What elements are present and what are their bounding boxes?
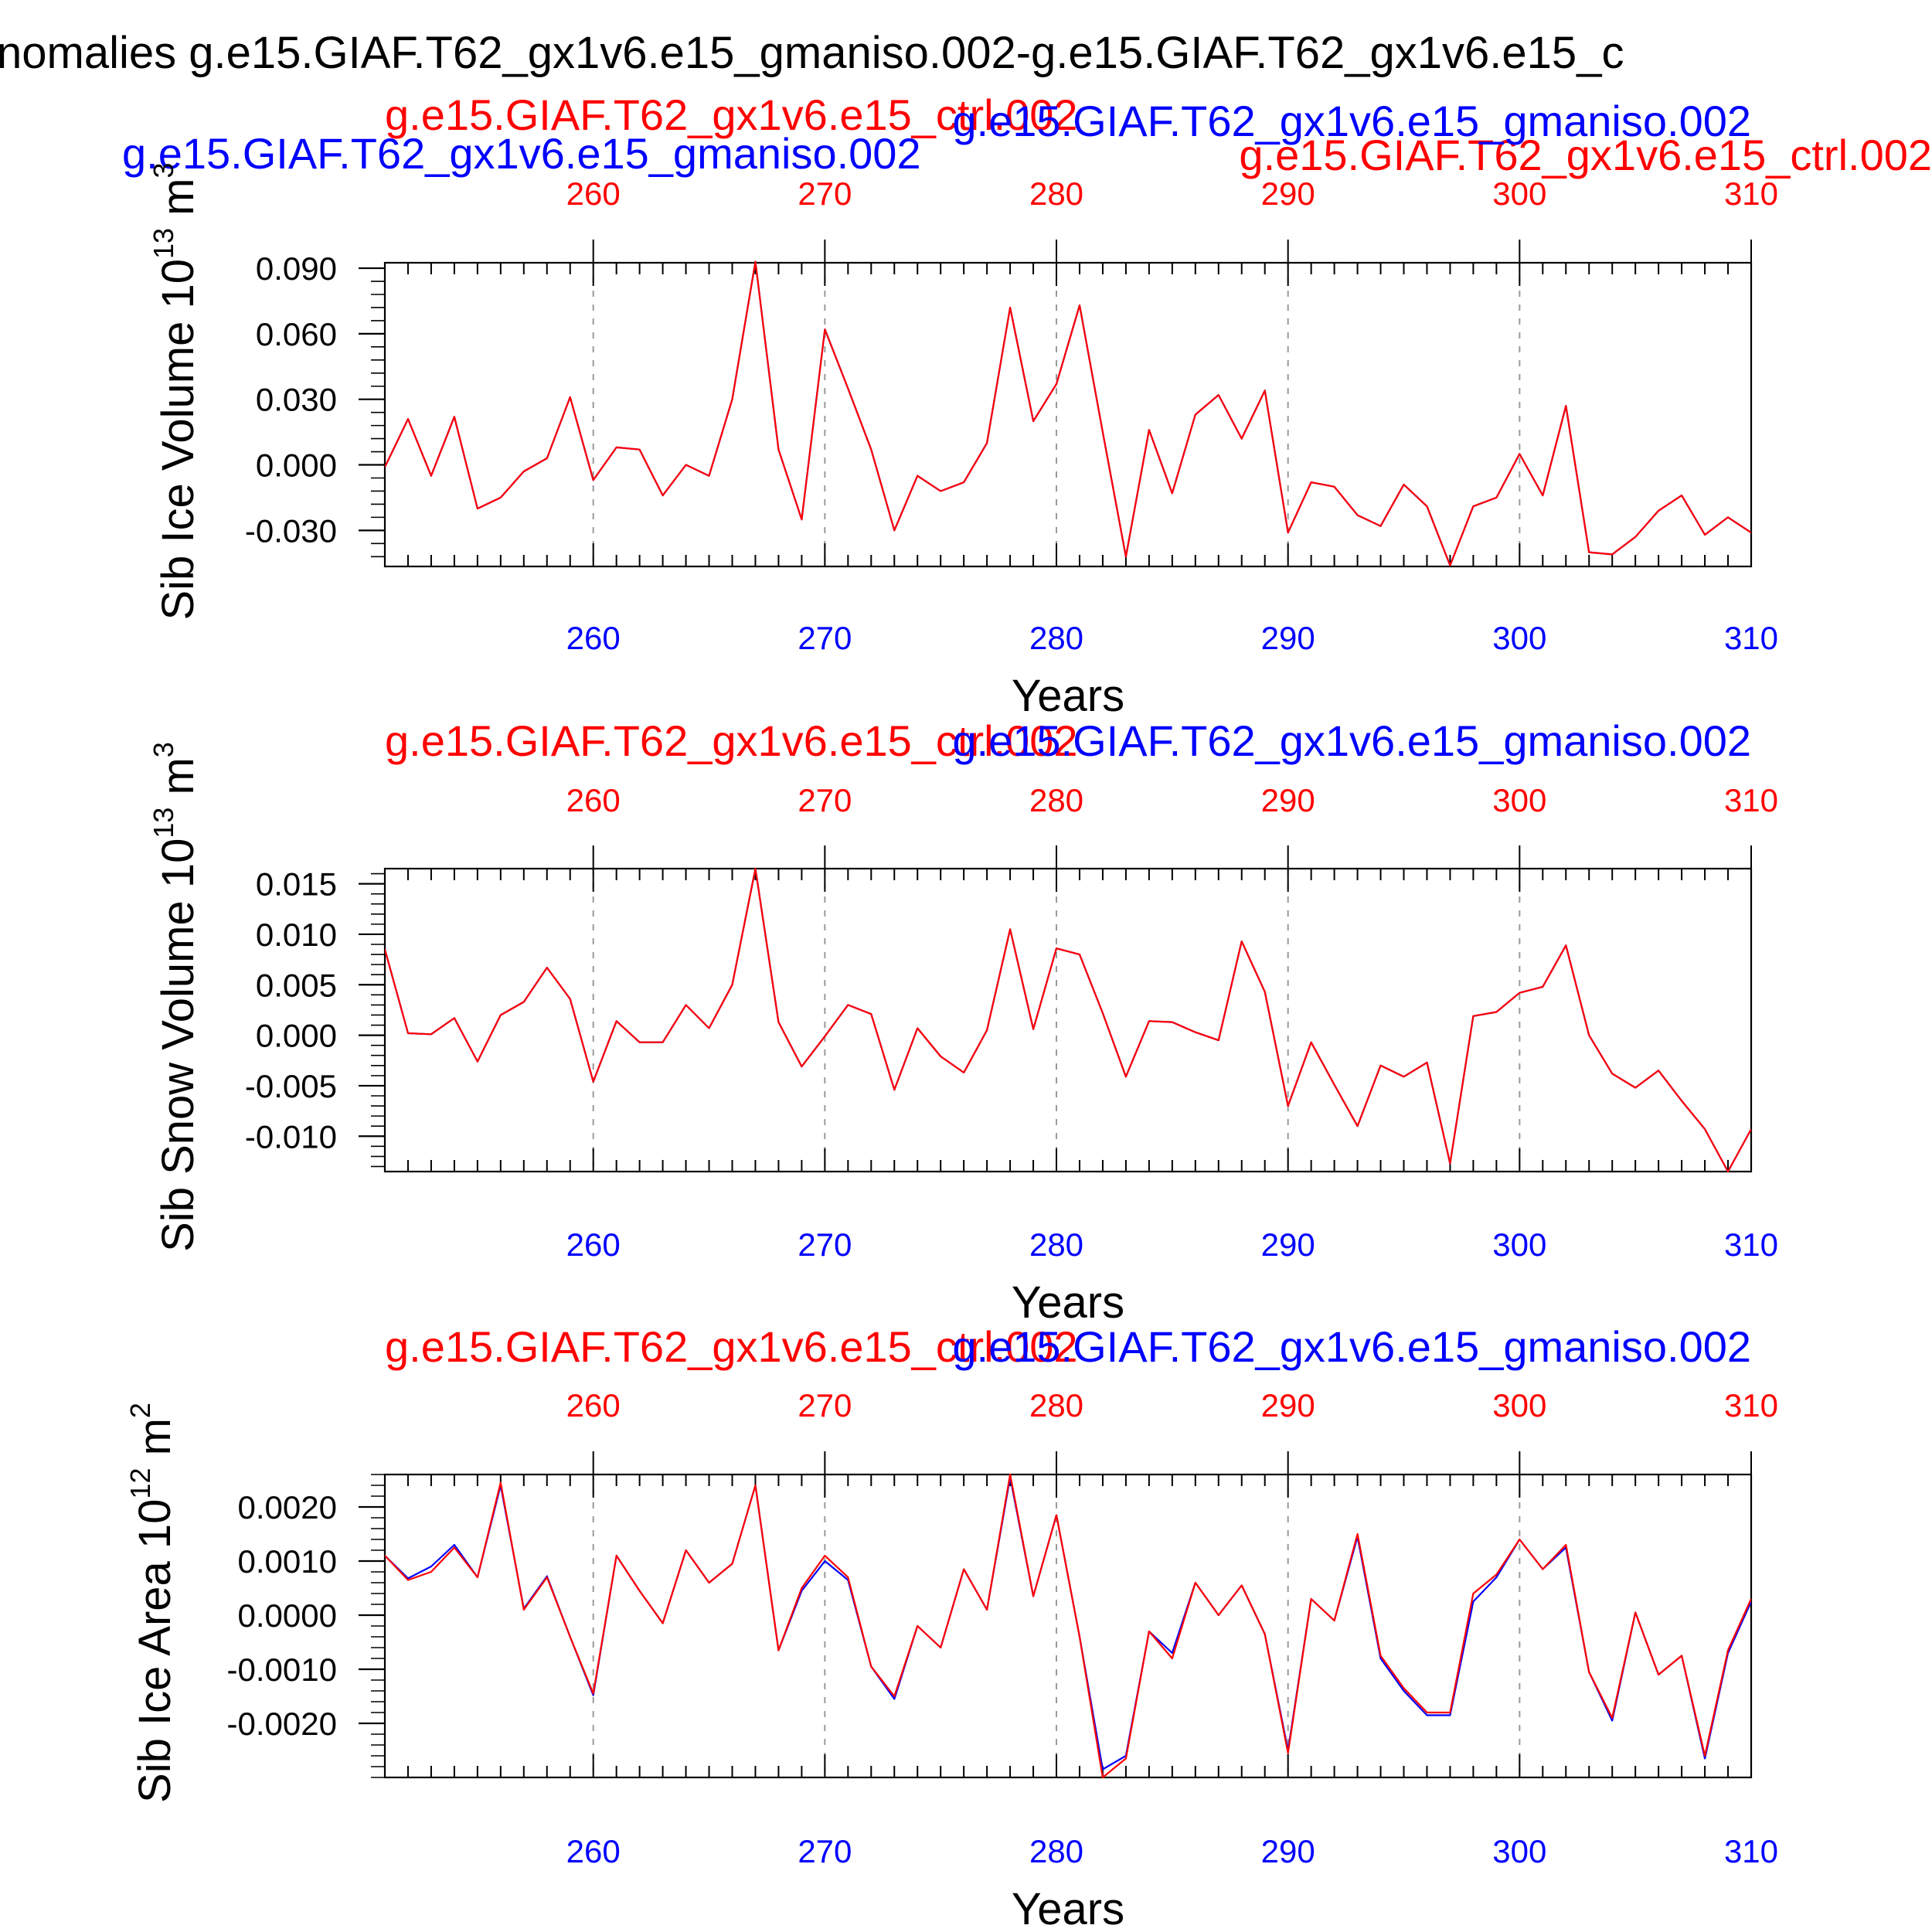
x-tick-label-bottom: 290 [1261, 1833, 1315, 1869]
x-tick-label-top: 260 [566, 1387, 621, 1423]
y-tick-label: -0.010 [245, 1118, 337, 1155]
series-line-gmaniso [385, 1476, 1751, 1770]
y-axis-label-exponent: 13 [148, 228, 179, 259]
chart-panel-2: g.e15.GIAF.T62_gx1v6.e15_ctrl.002g.e15.G… [148, 716, 1778, 1328]
y-axis-label-text: Sib Snow Volume 10 [153, 838, 203, 1252]
plot-frame [383, 867, 1753, 1173]
x-tick-label-bottom: 290 [1261, 620, 1315, 656]
x-tick-label-top: 280 [1029, 1387, 1083, 1423]
panels: g.e15.GIAF.T62_gx1v6.e15_ctrl.002g.e15.G… [122, 90, 1932, 1932]
x-tick-label-bottom: 300 [1492, 1833, 1546, 1869]
y-axis-label-text: Sib Ice Volume 10 [153, 259, 203, 621]
x-axis-label: Years [1012, 671, 1124, 721]
y-tick-label: 0.0020 [238, 1489, 337, 1526]
series-label-exp: g.e15.GIAF.T62_gx1v6.e15_gmaniso.002 [952, 1322, 1751, 1371]
x-tick-label-bottom: 270 [798, 1833, 852, 1869]
y-tick-label: 0.000 [256, 1018, 337, 1054]
y-axis-label-unit-exponent: 3 [148, 742, 179, 757]
series-label-exp: g.e15.GIAF.T62_gx1v6.e15_gmaniso.002 [122, 129, 921, 178]
series-label-ctrl: g.e15.GIAF.T62_gx1v6.e15_ctrl.002 [1239, 131, 1932, 179]
x-tick-label-top: 260 [566, 782, 621, 818]
y-tick-label: -0.030 [245, 512, 337, 549]
x-tick-label-top: 300 [1492, 175, 1546, 212]
x-tick-label-top: 290 [1261, 1387, 1315, 1423]
series-label-ctrl-left: g.e15.GIAF.T62_gx1v6.e15_ctrl.002 [385, 90, 1078, 139]
y-tick-label: 0.030 [256, 382, 337, 418]
x-tick-label-top: 270 [798, 1387, 852, 1423]
x-tick-label-bottom: 310 [1724, 1226, 1778, 1263]
y-tick-label: 0.005 [256, 967, 337, 1003]
x-tick-label-top: 310 [1724, 175, 1778, 212]
x-tick-label-top: 280 [1029, 175, 1083, 212]
y-tick-label: -0.005 [245, 1068, 337, 1104]
series-line-ctrl [385, 867, 1751, 1173]
series-line-ctrl [385, 1473, 1751, 1779]
x-tick-label-bottom: 300 [1492, 620, 1546, 656]
y-tick-label: -0.0010 [227, 1651, 337, 1688]
y-axis-label: Sib Ice Volume 1013 m3 [148, 162, 203, 620]
x-tick-label-top: 310 [1724, 782, 1778, 818]
x-tick-label-bottom: 270 [798, 620, 852, 656]
x-tick-label-bottom: 280 [1029, 1833, 1083, 1869]
x-tick-label-bottom: 310 [1724, 620, 1778, 656]
series-label-ctrl: g.e15.GIAF.T62_gx1v6.e15_ctrl.002 [385, 1322, 1078, 1371]
series-line-gmaniso [385, 260, 1751, 566]
y-tick-label: 0.060 [256, 316, 337, 352]
x-tick-label-top: 290 [1261, 175, 1315, 212]
y-tick-label: 0.090 [256, 250, 337, 287]
y-axis-label-unit: m [130, 1418, 180, 1468]
x-tick-label-top: 270 [798, 782, 852, 818]
x-tick-label-bottom: 260 [566, 1833, 621, 1869]
x-tick-label-top: 300 [1492, 782, 1546, 818]
series-label-exp-right: g.e15.GIAF.T62_gx1v6.e15_gmaniso.002 [952, 97, 1751, 145]
y-axis-label-unit: m [153, 179, 203, 228]
series-line-gmaniso [385, 867, 1751, 1173]
series-label-ctrl: g.e15.GIAF.T62_gx1v6.e15_ctrl.002 [385, 716, 1078, 765]
y-tick-label: 0.000 [256, 447, 337, 484]
y-axis-label-unit-exponent: 3 [148, 162, 179, 178]
y-tick-label: 0.0000 [238, 1597, 337, 1634]
y-tick-label: -0.0020 [227, 1706, 337, 1742]
x-axis-label: Years [1012, 1884, 1124, 1932]
series-line-ctrl [385, 260, 1751, 566]
y-tick-label: 0.015 [256, 866, 337, 903]
series-label-exp: g.e15.GIAF.T62_gx1v6.e15_gmaniso.002 [952, 716, 1751, 765]
x-tick-label-bottom: 300 [1492, 1226, 1546, 1263]
y-axis-label-unit: m [153, 757, 203, 807]
y-axis-label: Sib Ice Area 1012 m2 [124, 1403, 180, 1803]
y-tick-label: 0.0010 [238, 1543, 337, 1580]
y-tick-label: 0.010 [256, 917, 337, 953]
plot-frame [383, 1473, 1753, 1779]
y-axis-label-unit-exponent: 2 [124, 1403, 156, 1418]
chart-panel-1: g.e15.GIAF.T62_gx1v6.e15_ctrl.002g.e15.G… [122, 90, 1932, 721]
x-tick-label-top: 290 [1261, 782, 1315, 818]
y-axis-label-exponent: 12 [124, 1468, 156, 1499]
x-tick-label-bottom: 310 [1724, 1833, 1778, 1869]
x-tick-label-top: 310 [1724, 1387, 1778, 1423]
x-tick-label-top: 300 [1492, 1387, 1546, 1423]
y-axis-label-text: Sib Ice Area 10 [130, 1499, 180, 1803]
figure-title: nomalies g.e15.GIAF.T62_gx1v6.e15_gmanis… [0, 28, 1624, 78]
x-tick-label-top: 270 [798, 175, 852, 212]
x-tick-label-top: 260 [566, 175, 621, 212]
chart-panel-3: g.e15.GIAF.T62_gx1v6.e15_ctrl.002g.e15.G… [124, 1322, 1778, 1932]
y-axis-label: Sib Snow Volume 1013 m3 [148, 742, 203, 1252]
x-axis-label: Years [1012, 1277, 1124, 1328]
x-tick-label-bottom: 260 [566, 1226, 621, 1263]
plot-frame [383, 261, 1753, 568]
x-tick-label-bottom: 280 [1029, 620, 1083, 656]
x-tick-label-bottom: 270 [798, 1226, 852, 1263]
y-axis-label-exponent: 13 [148, 808, 179, 838]
x-tick-label-bottom: 290 [1261, 1226, 1315, 1263]
x-tick-label-bottom: 280 [1029, 1226, 1083, 1263]
x-tick-label-bottom: 260 [566, 620, 621, 656]
x-tick-label-top: 280 [1029, 782, 1083, 818]
